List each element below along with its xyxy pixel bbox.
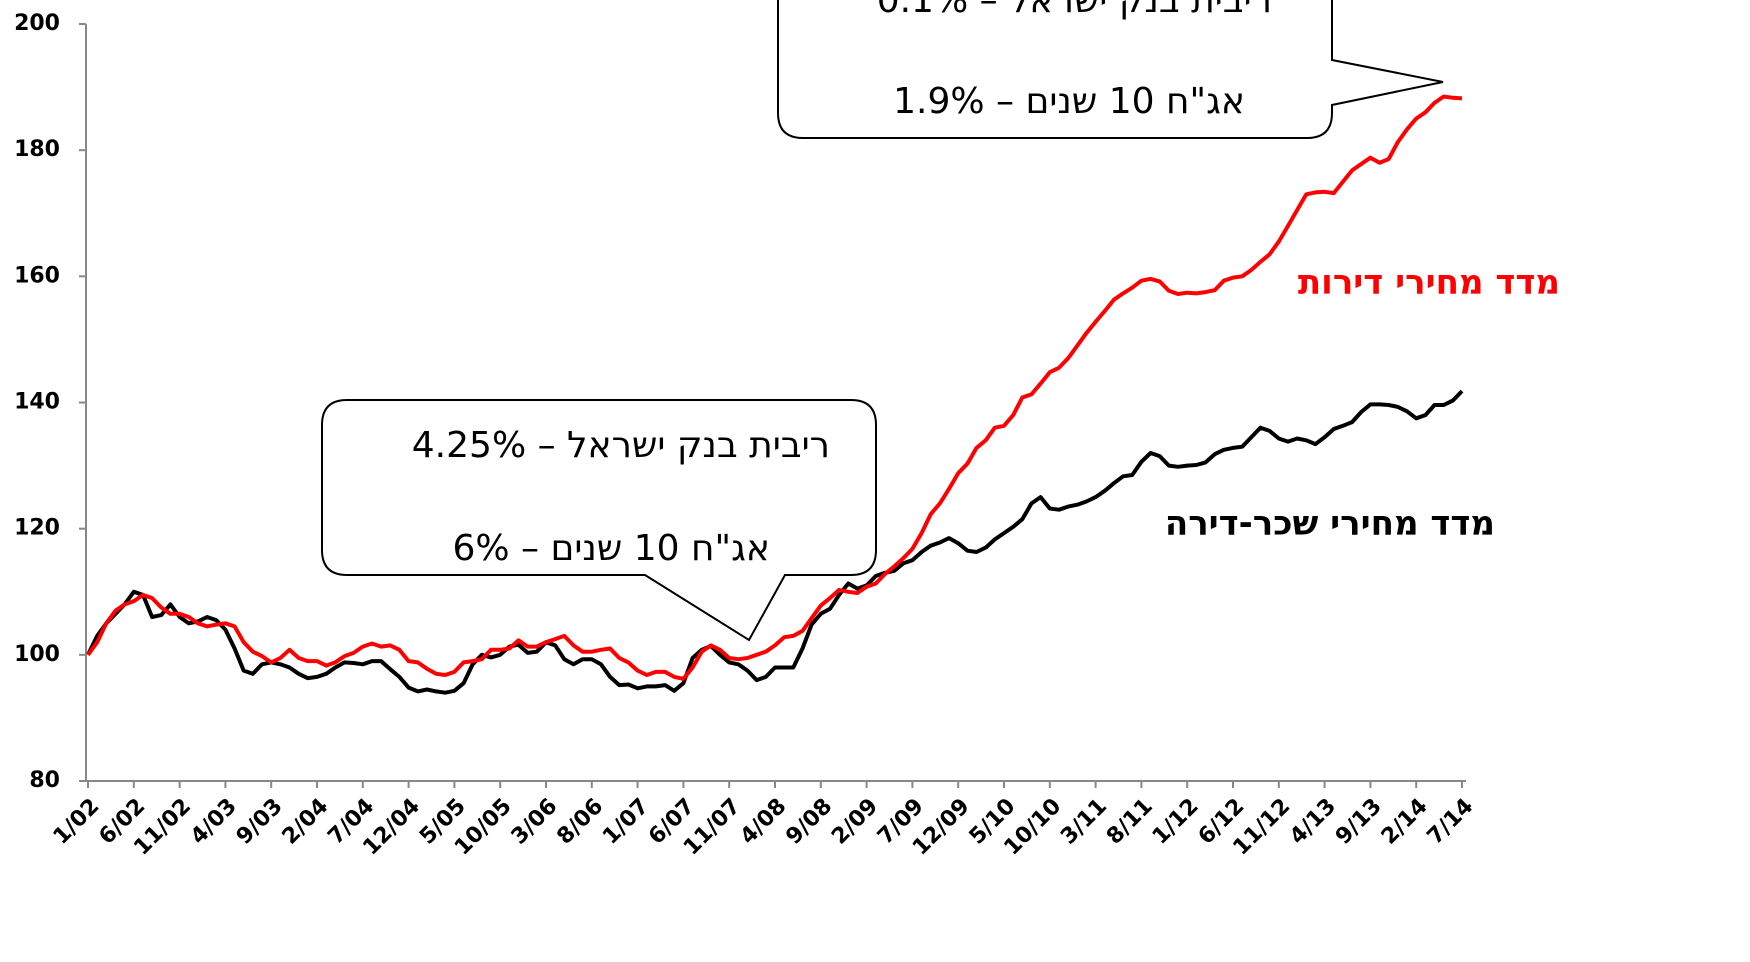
x-tick-label: 8/06 [552,794,608,850]
y-tick-label: 100 [14,642,60,667]
annotation: אג"ח 10 שנים – 1.9% [893,81,1245,122]
series-line [86,94,1463,681]
y-tick-label: 80 [29,768,60,793]
callout [321,399,877,642]
x-tick-label: 7/14 [1423,794,1479,850]
callout [777,0,1444,139]
y-tick-label: 120 [14,516,60,541]
y-tick-label: 180 [14,137,60,162]
x-tick-label: 9/08 [781,794,837,850]
annotation: ריבית בנק ישראל – 0.1% [877,0,1272,21]
x-tick-label: 4/08 [736,794,792,850]
series-label: מדד מחירי שכר-דירה [1165,504,1495,544]
x-tick-label: 8/11 [1102,794,1158,850]
x-tick-label: 9/03 [232,794,288,850]
x-tick-label: 1/02 [49,794,105,850]
series-line [86,389,1464,695]
y-tick-label: 140 [14,390,60,415]
x-tick-label: 4/13 [1285,794,1341,850]
series-label: מדד מחירי דירות [1298,263,1560,303]
x-tick-label: 1/07 [598,794,654,850]
annotation: אג"ח 10 שנים – 6% [452,528,770,569]
x-tick-label: 3/11 [1056,794,1112,850]
x-tick-label: 3/06 [507,794,563,850]
x-tick-label: 9/13 [1331,794,1387,850]
y-tick-label: 200 [14,11,60,36]
x-tick-label: 1/12 [1148,794,1204,850]
x-tick-label: 2/14 [1377,794,1433,850]
x-tick-label: 4/03 [186,794,242,850]
x-tick-label: 2/09 [827,794,883,850]
x-tick-label: 2/04 [278,794,334,850]
y-tick-label: 160 [14,263,60,288]
annotation: ריבית בנק ישראל – 4.25% [412,425,830,466]
